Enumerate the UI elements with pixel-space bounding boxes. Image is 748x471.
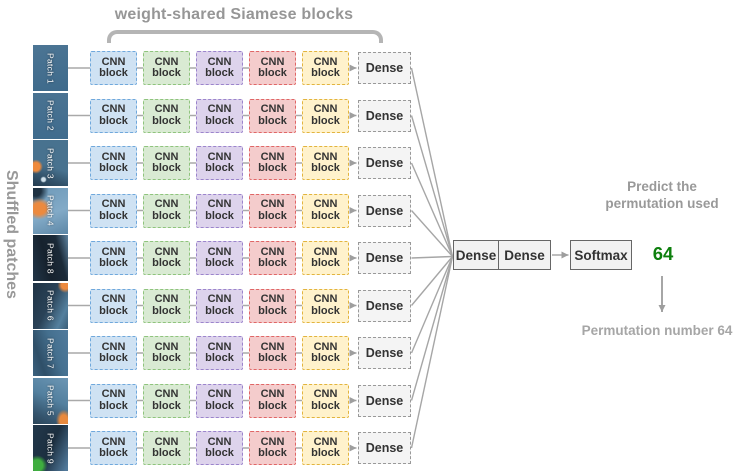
cnn-block-cnn-green: CNN block — [143, 241, 190, 275]
cnn-block-cnn-yellow: CNN block — [302, 98, 349, 133]
cnn-block-cnn-blue: CNN block — [90, 193, 137, 228]
cnn-block-cnn-red: CNN block — [249, 51, 296, 85]
cnn-block-cnn-purple: CNN block — [196, 288, 243, 323]
cnn-block-cnn-blue: CNN block — [90, 98, 137, 133]
cnn-block-cnn-blue: CNN block — [90, 431, 137, 465]
patch-label: Patch 2 — [45, 100, 56, 131]
cnn-block-cnn-green: CNN block — [143, 51, 190, 85]
patch-label: Patch 9 — [45, 432, 56, 464]
cnn-block-cnn-purple: CNN block — [196, 51, 243, 85]
cnn-block-cnn-yellow: CNN block — [302, 336, 349, 370]
cnn-block-cnn-purple: CNN block — [196, 241, 243, 275]
cnn-block-cnn-green: CNN block — [143, 98, 190, 133]
row-dense-block: Dense — [358, 147, 411, 179]
row-dense-block: Dense — [358, 384, 411, 417]
cnn-block-cnn-blue: CNN block — [90, 51, 137, 85]
cnn-block-cnn-red: CNN block — [249, 146, 296, 180]
cnn-block-cnn-green: CNN block — [143, 336, 190, 370]
prediction-value: 64 — [652, 243, 674, 264]
cnn-block-cnn-red: CNN block — [249, 431, 296, 465]
predict-caption: Predict the permutation used — [605, 179, 719, 211]
row-dense-block: Dense — [358, 194, 411, 227]
cnn-block-cnn-purple: CNN block — [196, 383, 243, 418]
cnn-block-cnn-blue: CNN block — [90, 146, 137, 180]
cnn-block-cnn-blue: CNN block — [90, 288, 137, 323]
result-caption: Permutation number 64 — [581, 323, 733, 338]
patch-label: Patch 4 — [45, 195, 56, 226]
patch-thumbnail: Patch 7 — [33, 330, 68, 376]
diagram-title: weight-shared Siamese blocks — [114, 6, 354, 23]
cnn-block-cnn-purple: CNN block — [196, 431, 243, 465]
cnn-block-cnn-yellow: CNN block — [302, 288, 349, 323]
cnn-block-cnn-blue: CNN block — [90, 383, 137, 418]
patch-label: Patch 5 — [45, 385, 56, 416]
patch-label: Patch 8 — [45, 242, 56, 274]
cnn-block-cnn-purple: CNN block — [196, 146, 243, 180]
row-dense-block: Dense — [358, 337, 411, 369]
patch-thumbnail: Patch 1 — [33, 45, 68, 91]
cnn-block-cnn-green: CNN block — [143, 383, 190, 418]
cnn-block-cnn-red: CNN block — [249, 98, 296, 133]
patch-label: Patch 3 — [45, 147, 56, 179]
patch-label: Patch 7 — [45, 337, 56, 369]
cnn-block-cnn-green: CNN block — [143, 146, 190, 180]
row-dense-block: Dense — [358, 52, 411, 84]
cnn-block-cnn-red: CNN block — [249, 336, 296, 370]
row-dense-block: Dense — [358, 432, 411, 464]
cnn-block-cnn-red: CNN block — [249, 193, 296, 228]
patch-label: Patch 6 — [45, 290, 56, 321]
patch-thumbnail: Patch 2 — [33, 92, 68, 139]
cnn-block-cnn-green: CNN block — [143, 288, 190, 323]
patch-thumbnail: Patch 5 — [33, 377, 68, 424]
cnn-block-cnn-red: CNN block — [249, 241, 296, 275]
head-dense-1-box: Dense — [453, 240, 499, 270]
patch-thumbnail: Patch 4 — [33, 187, 68, 234]
cnn-block-cnn-blue: CNN block — [90, 336, 137, 370]
patch-thumbnail: Patch 3 — [33, 140, 68, 186]
row-dense-block: Dense — [358, 242, 411, 274]
cnn-block-cnn-blue: CNN block — [90, 241, 137, 275]
patch-label: Patch 1 — [45, 52, 56, 84]
cnn-block-cnn-yellow: CNN block — [302, 193, 349, 228]
cnn-block-cnn-yellow: CNN block — [302, 383, 349, 418]
patch-thumbnail: Patch 6 — [33, 282, 68, 329]
head-dense-2-box: Dense — [498, 240, 551, 270]
row-dense-block: Dense — [358, 99, 411, 132]
cnn-block-cnn-green: CNN block — [143, 193, 190, 228]
cnn-block-cnn-green: CNN block — [143, 431, 190, 465]
cnn-block-cnn-red: CNN block — [249, 288, 296, 323]
softmax-box: Softmax — [570, 240, 632, 270]
cnn-block-cnn-purple: CNN block — [196, 98, 243, 133]
weight-shared-brace — [107, 30, 383, 43]
cnn-block-cnn-purple: CNN block — [196, 336, 243, 370]
cnn-block-cnn-yellow: CNN block — [302, 51, 349, 85]
cnn-block-cnn-red: CNN block — [249, 383, 296, 418]
cnn-block-cnn-yellow: CNN block — [302, 241, 349, 275]
cnn-block-cnn-yellow: CNN block — [302, 431, 349, 465]
cnn-block-cnn-yellow: CNN block — [302, 146, 349, 180]
patch-thumbnail: Patch 8 — [33, 235, 68, 281]
patch-thumbnail: Patch 9 — [33, 425, 68, 471]
row-dense-block: Dense — [358, 289, 411, 322]
cnn-block-cnn-purple: CNN block — [196, 193, 243, 228]
shuffled-patches-label: Shuffled patches — [3, 170, 20, 299]
